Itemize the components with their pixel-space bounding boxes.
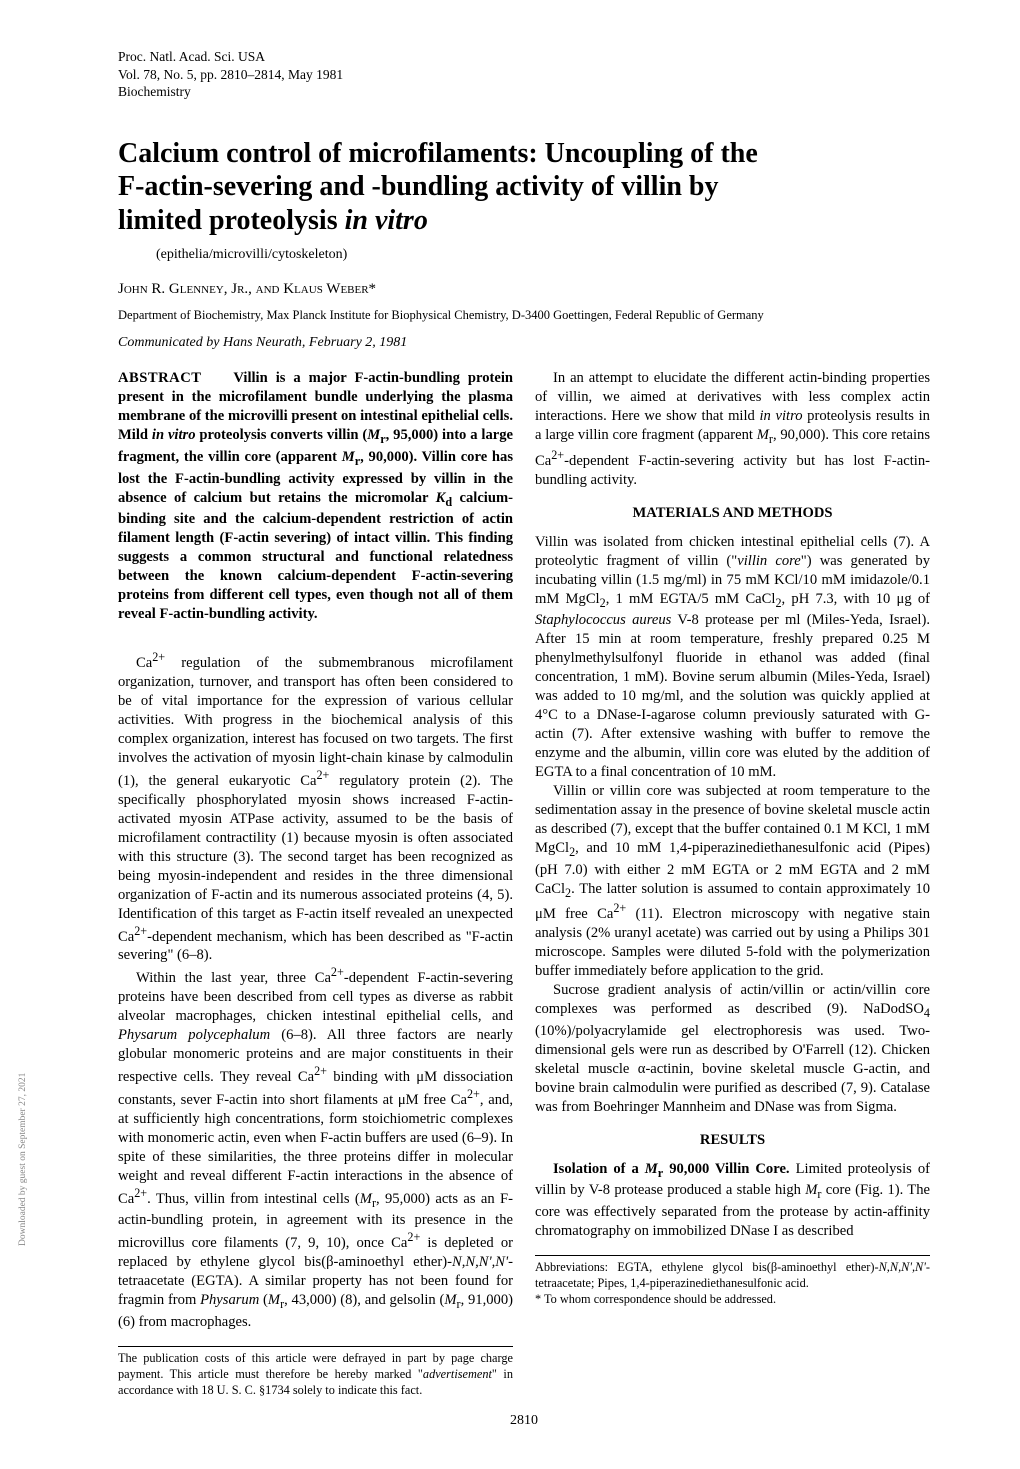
footnote-left: The publication costs of this article we… — [118, 1351, 513, 1399]
download-side-text: Downloaded by guest on September 27, 202… — [18, 1073, 28, 1246]
abstract-text: Villin is a major F-actin-bundling prote… — [118, 370, 513, 622]
section-line: Biochemistry — [118, 83, 930, 101]
affiliation-line: Department of Biochemistry, Max Planck I… — [118, 308, 930, 323]
title-line-1: Calcium control of microfilaments: Uncou… — [118, 138, 758, 169]
results-heading: RESULTS — [535, 1131, 930, 1150]
materials-heading: MATERIALS AND METHODS — [535, 504, 930, 523]
intro-paragraph-1: Ca2+ regulation of the submembranous mic… — [118, 650, 513, 965]
keywords-line: (epithelia/microvilli/cytoskeleton) — [118, 247, 930, 263]
journal-name: Proc. Natl. Acad. Sci. USA — [118, 48, 930, 66]
col2-intro-paragraph: In an attempt to elucidate the different… — [535, 369, 930, 489]
page-number: 2810 — [118, 1413, 930, 1429]
title-line-3-italic: in vitro — [345, 205, 428, 236]
results-paragraph-1: Isolation of a Mr 90,000 Villin Core. Li… — [535, 1160, 930, 1241]
two-column-body: ABSTRACT Villin is a major F-actin-bundl… — [118, 369, 930, 1398]
footnote-right: Abbreviations: EGTA, ethylene glycol bis… — [535, 1260, 930, 1308]
abstract-block: ABSTRACT Villin is a major F-actin-bundl… — [118, 369, 513, 624]
title-line-2: F-actin-severing and -bundling activity … — [118, 171, 719, 202]
communicated-line: Communicated by Hans Neurath, February 2… — [118, 335, 930, 351]
footnote-rule-right — [535, 1255, 930, 1256]
results-subsection-run-in: Isolation of a Mr 90,000 Villin Core. — [553, 1161, 790, 1177]
volume-line: Vol. 78, No. 5, pp. 2810–2814, May 1981 — [118, 66, 930, 84]
abstract-label: ABSTRACT — [118, 370, 201, 386]
materials-paragraph-3: Sucrose gradient analysis of actin/villi… — [535, 981, 930, 1117]
materials-paragraph-2: Villin or villin core was subjected at r… — [535, 782, 930, 981]
title-line-3-prefix: limited proteolysis — [118, 205, 345, 236]
paper-page: Proc. Natl. Acad. Sci. USA Vol. 78, No. … — [0, 0, 1020, 1469]
journal-header: Proc. Natl. Acad. Sci. USA Vol. 78, No. … — [118, 48, 930, 101]
intro-paragraph-2: Within the last year, three Ca2+-depende… — [118, 965, 513, 1331]
materials-paragraph-1: Villin was isolated from chicken intesti… — [535, 533, 930, 782]
paper-title: Calcium control of microfilaments: Uncou… — [118, 137, 930, 238]
footnote-rule-left — [118, 1346, 513, 1347]
author-names: John R. Glenney, Jr., and Klaus Weber* — [118, 281, 930, 298]
